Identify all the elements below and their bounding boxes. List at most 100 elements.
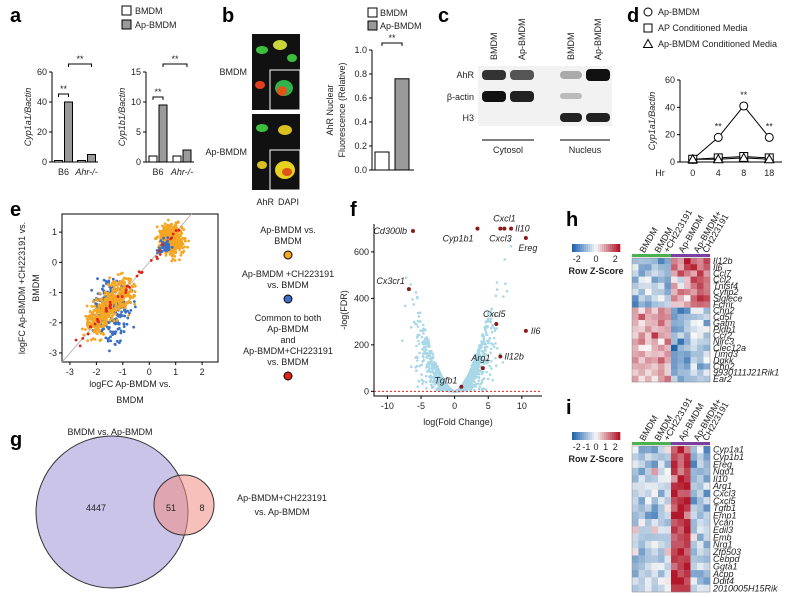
heat-cell <box>658 264 665 270</box>
heat-cell <box>704 258 711 264</box>
heat-cell <box>691 264 698 270</box>
point <box>466 386 469 389</box>
point <box>82 334 85 337</box>
point <box>420 373 423 376</box>
gene-point <box>459 385 463 389</box>
point <box>422 356 425 359</box>
x-axis-label: BMDM <box>116 395 144 405</box>
point <box>171 240 174 243</box>
heat-cell <box>658 585 665 593</box>
point <box>435 362 438 365</box>
heat-cell <box>671 570 678 578</box>
scale-swatch <box>610 244 612 252</box>
point <box>492 343 495 346</box>
gene-point <box>411 229 415 233</box>
point <box>94 305 97 308</box>
heat-cell <box>697 308 704 314</box>
bracket <box>153 97 163 100</box>
heat-cell <box>678 357 685 363</box>
point <box>428 355 431 358</box>
point <box>411 298 414 301</box>
point <box>98 292 101 295</box>
y-axis-label: BMDM <box>31 274 41 302</box>
legend-label: Ap-BMDM <box>135 20 177 30</box>
heat-cell <box>684 270 691 276</box>
panel-label: c <box>438 5 449 27</box>
scale-swatch <box>584 432 586 440</box>
heat-cell <box>678 301 685 307</box>
point <box>116 319 119 322</box>
y-tick-label: 0 <box>42 157 47 167</box>
panel-label: e <box>10 199 21 221</box>
heat-cell <box>632 258 639 264</box>
point <box>487 378 490 381</box>
heat-cell <box>671 490 678 498</box>
scale-swatch <box>604 432 606 440</box>
heat-cell <box>691 563 698 571</box>
scale-tick-label: 2 <box>613 254 618 264</box>
point <box>126 284 129 287</box>
significance: ** <box>388 33 396 43</box>
point <box>478 385 481 388</box>
scale-tick-label: 2 <box>613 442 618 452</box>
y-tick-label: 1.0 <box>354 45 367 55</box>
scale-swatch <box>596 432 598 440</box>
heat-cell <box>697 504 704 512</box>
heat-cell <box>691 320 698 326</box>
band <box>586 113 610 122</box>
point <box>175 229 178 232</box>
point <box>485 333 488 336</box>
group-bar <box>632 254 671 257</box>
heat-cell <box>665 264 672 270</box>
point <box>418 334 421 337</box>
heat-cell <box>652 320 659 326</box>
heat-cell <box>671 277 678 283</box>
point <box>120 306 123 309</box>
heat-cell <box>671 504 678 512</box>
heat-cell <box>632 475 639 483</box>
point <box>164 222 167 225</box>
point <box>181 247 184 250</box>
bar <box>173 156 181 162</box>
point <box>118 323 121 326</box>
scale-swatch <box>616 432 618 440</box>
heat-cell <box>671 289 678 295</box>
heat-cell <box>665 453 672 461</box>
point <box>95 298 98 301</box>
point <box>417 325 420 328</box>
point <box>172 233 175 236</box>
heat-cell <box>652 497 659 505</box>
heat-cell <box>652 363 659 369</box>
heat-cell <box>658 534 665 542</box>
heat-cell <box>645 308 652 314</box>
heat-cell <box>671 363 678 369</box>
y-tick-label: 15 <box>131 67 141 77</box>
point <box>112 278 115 281</box>
point <box>419 312 422 315</box>
point <box>156 225 159 228</box>
point <box>109 293 112 296</box>
point <box>158 247 161 250</box>
point <box>431 387 434 390</box>
point <box>115 305 118 308</box>
y-tick-label: 200 <box>354 340 369 350</box>
heat-cell <box>678 490 685 498</box>
point <box>134 290 137 293</box>
scale-tick-label: 0 <box>593 442 598 452</box>
scale-swatch <box>614 244 616 252</box>
heat-cell <box>691 376 698 382</box>
point <box>120 286 123 289</box>
heat-cell <box>652 512 659 520</box>
point <box>496 288 499 291</box>
heat-cell <box>665 363 672 369</box>
heat-cell <box>652 585 659 593</box>
point <box>419 320 422 323</box>
y-tick-label: 0.4 <box>354 117 367 127</box>
point <box>504 282 507 285</box>
heat-cell <box>665 548 672 556</box>
scale-swatch <box>602 244 604 252</box>
point <box>95 308 98 311</box>
heat-cell <box>704 264 711 270</box>
point <box>502 295 505 298</box>
